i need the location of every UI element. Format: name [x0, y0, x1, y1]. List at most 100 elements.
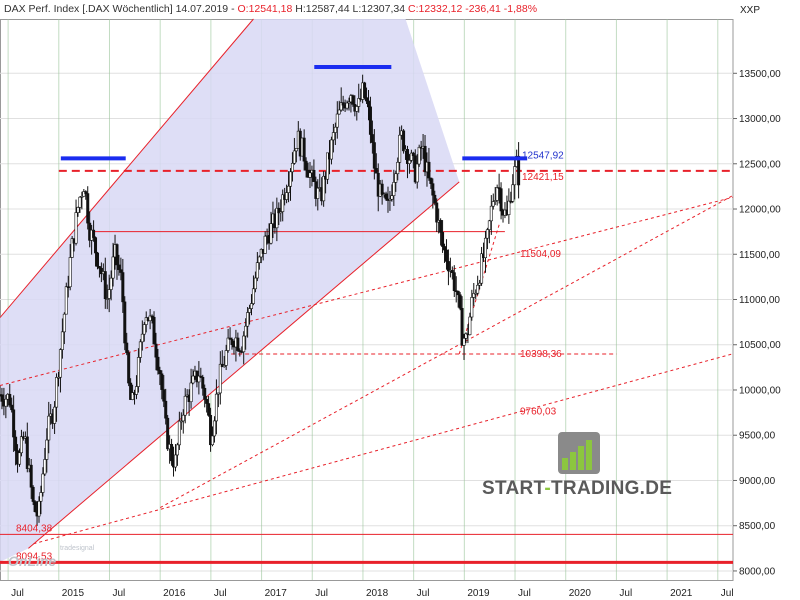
candle-body [228, 337, 232, 340]
separator: - [231, 3, 235, 15]
candle-body [74, 212, 78, 244]
candle-body [253, 277, 257, 290]
candle-body [95, 252, 99, 267]
candle-body [480, 253, 484, 284]
candle-body [10, 404, 14, 411]
candle-body [181, 414, 185, 422]
y-tick-label: 10000,00 [739, 385, 781, 396]
candle-body [380, 183, 384, 195]
y-tick-label: 10500,00 [739, 340, 781, 351]
candle-body [94, 237, 98, 254]
level-annotation: 12547,92 [522, 150, 564, 161]
candle-body [250, 303, 254, 309]
candle-body [62, 313, 66, 333]
candle-body [66, 286, 70, 288]
high-value: H:12587,44 [295, 3, 350, 15]
candle-body [456, 290, 460, 296]
candle-body [148, 315, 152, 321]
candle-body [43, 459, 47, 475]
candle-body [218, 363, 222, 394]
candle-body [441, 232, 445, 247]
x-tick-label: 2015 [62, 588, 85, 599]
y-tick-label: 8000,00 [739, 566, 776, 577]
candle-body [205, 399, 209, 404]
candle-body [341, 102, 345, 106]
candle-body [64, 286, 68, 315]
candle-body [472, 293, 476, 298]
candle-body [452, 272, 456, 292]
candle-body [170, 443, 174, 462]
start-trading-logo-icon [558, 432, 600, 474]
level-annotation: 10398,36 [520, 349, 562, 360]
candle-body [123, 301, 127, 344]
candle-body [109, 277, 113, 290]
candle-body [103, 271, 107, 299]
candle-body [374, 167, 378, 174]
candle-body [244, 325, 248, 337]
start-trading-logo: START-TRADING.DE [482, 478, 672, 500]
logo-right: TRADING.DE [551, 478, 673, 499]
candle-body [402, 130, 406, 152]
candle-body [19, 436, 23, 454]
candle-body [154, 343, 158, 358]
candle-body [487, 220, 491, 230]
logo-dash: - [544, 478, 552, 499]
candle-body [292, 150, 296, 164]
candle-body [294, 148, 298, 152]
candle-body [462, 338, 466, 346]
x-tick-label: Jul [518, 588, 531, 599]
trend-line [0, 196, 734, 386]
candle-body [84, 191, 88, 194]
candle-body [464, 333, 468, 339]
y-tick-label: 9000,00 [739, 476, 776, 487]
candle-body [140, 333, 144, 343]
channel-upper-line [0, 18, 254, 318]
open-value: O:12541,18 [237, 3, 293, 15]
candle-body [372, 142, 376, 169]
y-tick-label: 8500,00 [739, 521, 776, 532]
candle-body [281, 194, 285, 212]
candle-body [224, 350, 228, 366]
candle-body [82, 191, 86, 197]
instrument-label: DAX Perf. Index [.DAX Wöchentlich] [4, 3, 173, 15]
candle-body [497, 187, 501, 189]
candle-body [394, 173, 398, 183]
candlesticks [0, 74, 521, 527]
level-annotation: 8404,38 [16, 523, 53, 534]
close-value: C:12332,12 [408, 3, 463, 15]
candle-body [177, 420, 181, 446]
candle-body [326, 152, 330, 180]
change-value: -236,41 [465, 3, 501, 15]
candle-body [333, 126, 337, 133]
candle-body [209, 414, 213, 446]
tradesignal-label: tradesignal [60, 545, 95, 552]
axes: 8000,00 8500,00 9000,00 9500,00 10000,00 1050… [11, 5, 781, 599]
y-tick-label: 12000,00 [739, 205, 781, 216]
x-tick-label: 2018 [366, 588, 389, 599]
candle-body [483, 237, 487, 259]
candle-body [86, 193, 90, 224]
candle-body [289, 171, 293, 187]
candle-body [384, 193, 388, 200]
resistance-marks [60, 64, 528, 161]
candle-body [199, 375, 203, 378]
candle-body [214, 393, 218, 422]
candle-body [345, 102, 349, 109]
candle-body [257, 256, 261, 264]
level-annotations: 12547,92 12421,15 11504,09 10398,36 9760,03 8… [16, 150, 564, 562]
candle-body [60, 331, 64, 350]
candle-body [162, 389, 166, 402]
candle-body [41, 473, 45, 493]
x-tick-label: Jul [417, 588, 430, 599]
candle-body [275, 207, 279, 229]
date-label: 14.07.2019 [175, 3, 229, 15]
level-annotation: 9760,03 [520, 407, 557, 418]
candle-body [207, 403, 211, 416]
candle-body [76, 207, 80, 213]
candle-body [111, 256, 115, 279]
candle-body [255, 262, 259, 279]
candle-body [212, 420, 216, 437]
channel-fill [0, 19, 460, 562]
candle-body [433, 194, 437, 204]
